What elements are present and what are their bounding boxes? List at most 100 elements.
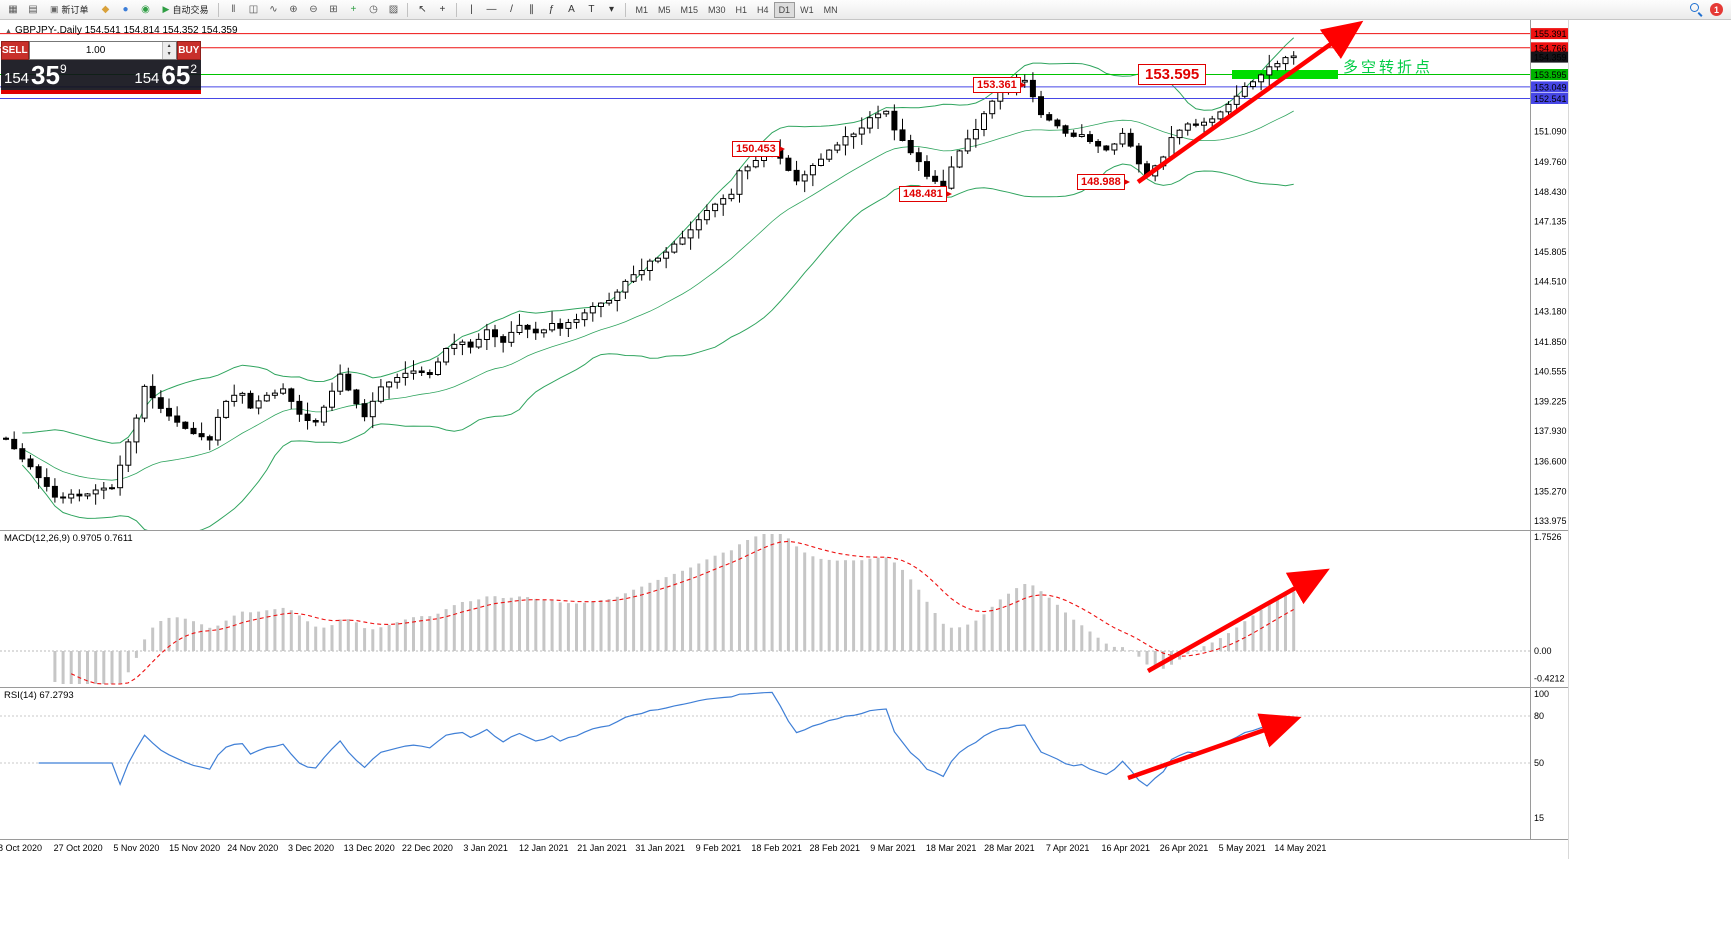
new-chart-icon[interactable]: ▦ <box>8 4 18 15</box>
timeframe-h1[interactable]: H1 <box>735 4 748 15</box>
toolbar-separator <box>407 2 409 17</box>
volume-up-button[interactable]: ▲ <box>162 42 176 51</box>
trend-arrow[interactable] <box>1136 20 1364 184</box>
date-label: 22 Dec 2020 <box>401 843 453 853</box>
turning-point-note[interactable]: 多空转折点 <box>1343 59 1434 76</box>
trend-arrow[interactable] <box>1127 713 1302 781</box>
timeframe-d1[interactable]: D1 <box>773 1 796 18</box>
zoom-out-icon[interactable]: ⊖ <box>309 4 318 15</box>
volume-down-button[interactable]: ▼ <box>162 50 176 59</box>
indicators-icon[interactable]: + <box>350 4 357 15</box>
price-callout[interactable]: 148.988 <box>1077 174 1130 190</box>
timeframe-h4[interactable]: H4 <box>757 4 769 15</box>
svg-text:-0.4212: -0.4212 <box>1534 673 1565 683</box>
tile-windows-icon[interactable]: ⊞ <box>329 4 338 15</box>
zoom-in-icon[interactable]: ⊕ <box>289 4 298 15</box>
candlestick-chart-icon[interactable]: ◫ <box>248 4 259 15</box>
buy-button[interactable]: BUY <box>176 41 201 60</box>
crosshair-icon[interactable]: + <box>439 4 446 15</box>
svg-text:1.7526: 1.7526 <box>1534 532 1562 542</box>
date-label: 28 Mar 2021 <box>984 843 1035 853</box>
buy-price[interactable]: 154 65 2 <box>134 62 197 88</box>
bollinger-bands <box>21 37 1295 530</box>
label-icon[interactable]: T <box>588 4 595 15</box>
expert-advisors-icon[interactable]: ◆ <box>101 4 110 15</box>
horizontal-level-lines[interactable] <box>0 33 1530 99</box>
macd-panel[interactable]: 1.7526 0.00 -0.4212 <box>0 530 1568 687</box>
timeframe-m15[interactable]: M15 <box>680 4 699 15</box>
channel-icon[interactable]: ∥ <box>528 4 534 15</box>
trade-panel-controls: SELL ▲ ▼ BUY <box>1 41 201 60</box>
date-label: 15 Nov 2020 <box>169 843 221 853</box>
date-label: 24 Nov 2020 <box>227 843 279 853</box>
timeframe-m1[interactable]: M1 <box>635 4 648 15</box>
data-window-icon[interactable]: ◉ <box>141 4 150 15</box>
trendline-icon[interactable]: / <box>510 4 513 15</box>
chart-control-group: ‖ ◫ ∿ ⊕ ⊖ ⊞ + ◷ ▨ <box>223 1 403 19</box>
svg-text:144.510: 144.510 <box>1534 276 1567 286</box>
date-label: 18 Mar 2021 <box>925 843 977 853</box>
svg-text:139.225: 139.225 <box>1534 397 1567 407</box>
svg-text:155.391: 155.391 <box>1534 29 1567 39</box>
timeframe-m30[interactable]: M30 <box>708 4 726 15</box>
toolbar-right-group: 1 <box>1690 3 1728 16</box>
price-axis[interactable]: 151.090 149.760 148.430 147.135 145.805 144.5… <box>1530 20 1569 530</box>
rsi-panel[interactable]: 100 80 50 15 <box>0 687 1568 839</box>
date-label: 13 Dec 2020 <box>343 843 395 853</box>
toolbar-separator <box>625 2 627 17</box>
svg-text:153.595: 153.595 <box>1534 70 1567 80</box>
price-callout[interactable]: 148.481 <box>899 186 952 202</box>
templates-icon[interactable]: ▨ <box>388 4 399 15</box>
svg-text:80: 80 <box>1534 711 1544 721</box>
timeframe-mn[interactable]: MN <box>823 4 838 15</box>
volume-input[interactable] <box>29 42 162 59</box>
timeframe-w1[interactable]: W1 <box>800 4 814 15</box>
trend-arrow[interactable] <box>1146 568 1330 673</box>
drawing-tools-group: | — / ∥ ƒ A T ▾ <box>461 1 621 19</box>
toolbar: ▦ ▤ ▣ 新订单 ◆ ● ◉ ▶ 自动交易 ‖ ◫ ∿ ⊕ ⊖ ⊞ + ◷ ▨ ↖ + | — / ∥ ƒ A T… <box>0 0 1731 20</box>
svg-text:151.090: 151.090 <box>1534 127 1567 137</box>
price-callout[interactable]: 150.453 <box>732 141 785 157</box>
market-watch-icon[interactable]: ● <box>122 4 129 15</box>
new-order-button[interactable]: ▣ 新订单 <box>44 2 95 18</box>
vertical-line-icon[interactable]: | <box>470 4 473 15</box>
shapes-icon[interactable]: ▾ <box>608 4 614 15</box>
svg-text:50: 50 <box>1534 758 1544 768</box>
price-chart[interactable]: 151.090 149.760 148.430 147.135 145.805 144.5… <box>0 20 1568 530</box>
price-callout[interactable]: 153.361 <box>973 77 1026 93</box>
text-icon[interactable]: A <box>568 4 575 15</box>
svg-text:140.555: 140.555 <box>1534 366 1567 376</box>
buy-price-sup: 2 <box>190 62 197 76</box>
svg-text:153.049: 153.049 <box>1534 82 1567 92</box>
time-axis[interactable]: 8 Oct 2020 27 Oct 2020 5 Nov 2020 15 Nov 20… <box>0 839 1568 859</box>
date-label: 14 May 2021 <box>1274 843 1327 853</box>
fibonacci-icon[interactable]: ƒ <box>548 4 555 15</box>
svg-text:148.430: 148.430 <box>1534 187 1567 197</box>
timeframe-group: M1 M5 M15 M30 H1 H4 D1 W1 MN <box>630 1 842 18</box>
notification-badge[interactable]: 1 <box>1710 3 1723 16</box>
svg-text:154.766: 154.766 <box>1534 43 1567 53</box>
horizontal-line-icon[interactable]: — <box>486 4 497 15</box>
sell-price-big: 154 <box>4 70 30 87</box>
key-level-label[interactable]: 153.595 <box>1138 64 1207 85</box>
timeframe-m5[interactable]: M5 <box>657 4 671 15</box>
date-label: 21 Jan 2021 <box>577 843 627 853</box>
date-label: 31 Jan 2021 <box>635 843 685 853</box>
sell-button[interactable]: SELL <box>1 41 29 60</box>
date-label: 27 Oct 2020 <box>53 843 103 853</box>
periods-icon[interactable]: ◷ <box>369 4 378 15</box>
rsi-line <box>38 691 1294 787</box>
date-label: 28 Feb 2021 <box>809 843 861 853</box>
cursor-icon[interactable]: ↖ <box>418 4 427 15</box>
date-label: 18 Feb 2021 <box>751 843 802 853</box>
symbol-info: ▲ GBPJPY-.Daily 154.541 154.814 154.352 1… <box>5 25 238 36</box>
search-icon[interactable] <box>1690 3 1703 16</box>
bar-chart-icon[interactable]: ‖ <box>231 4 236 15</box>
autotrading-button[interactable]: ▶ 自动交易 <box>157 2 215 18</box>
sell-price[interactable]: 154 35 9 <box>4 62 67 88</box>
chart-profiles-icon[interactable]: ▤ <box>28 4 38 15</box>
chart-right-border <box>1568 20 1569 859</box>
line-chart-icon[interactable]: ∿ <box>269 4 278 15</box>
candles-layer <box>3 51 1297 505</box>
one-click-toggle-icon[interactable]: ▲ <box>5 28 12 35</box>
